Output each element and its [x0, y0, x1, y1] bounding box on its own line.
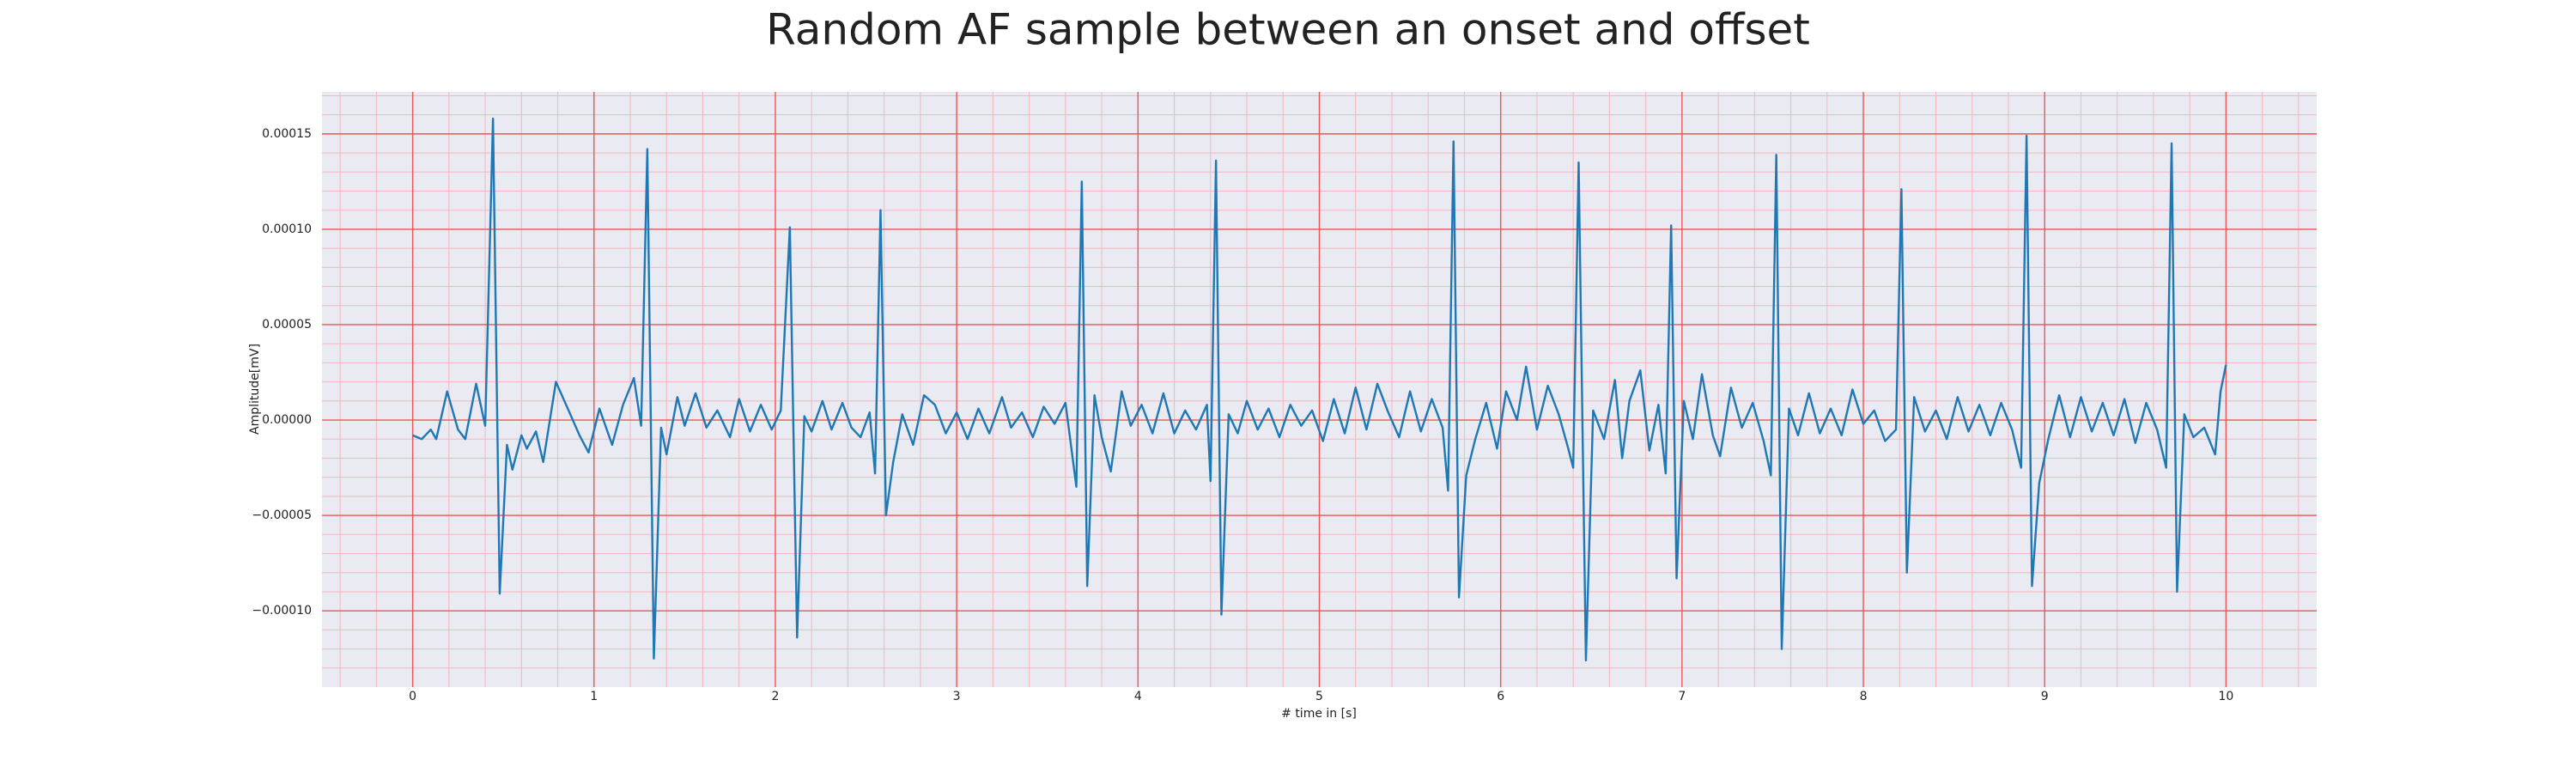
x-tick-label: 5	[1315, 690, 1323, 703]
y-tick-label: 0.00005	[262, 318, 312, 332]
x-tick-label: 10	[2218, 690, 2233, 703]
x-tick-label: 7	[1678, 690, 1686, 703]
x-tick-label: 9	[2041, 690, 2049, 703]
x-tick-label: 1	[590, 690, 598, 703]
x-axis-label: # time in [s]	[1281, 707, 1357, 721]
y-tick-label: −0.00005	[252, 508, 312, 522]
chart-title: Random AF sample between an onset and of…	[766, 5, 1810, 55]
x-tick-label: 4	[1134, 690, 1142, 703]
x-tick-label: 6	[1497, 690, 1504, 703]
y-tick-label: 0.00010	[262, 222, 312, 236]
plot	[412, 117, 2227, 662]
y-axis-label: Amplitude[mV]	[248, 344, 262, 435]
x-tick-label: 2	[771, 690, 779, 703]
y-tick-label: −0.00010	[252, 604, 312, 618]
signal-line	[412, 117, 2227, 662]
y-tick-label: 0.00000	[262, 413, 312, 427]
x-tick-label: 0	[409, 690, 416, 703]
x-tick-label: 3	[953, 690, 961, 703]
x-tick-label: 8	[1860, 690, 1868, 703]
y-tick-label: 0.00015	[262, 127, 312, 141]
